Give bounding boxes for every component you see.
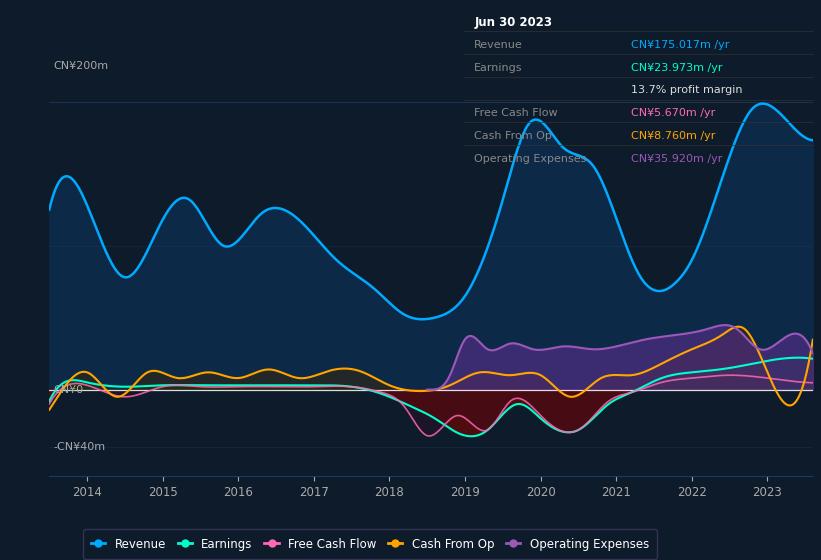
Text: Operating Expenses: Operating Expenses [475,154,587,164]
Text: Cash From Op: Cash From Op [475,131,553,141]
Text: CN¥200m: CN¥200m [53,61,108,71]
Text: CN¥35.920m /yr: CN¥35.920m /yr [631,154,722,164]
Text: CN¥8.760m /yr: CN¥8.760m /yr [631,131,716,141]
Text: Revenue: Revenue [475,40,523,50]
Text: CN¥175.017m /yr: CN¥175.017m /yr [631,40,730,50]
Text: CN¥0: CN¥0 [53,385,83,395]
Text: Jun 30 2023: Jun 30 2023 [475,16,553,29]
Text: CN¥23.973m /yr: CN¥23.973m /yr [631,63,722,73]
Text: Free Cash Flow: Free Cash Flow [475,108,558,118]
Legend: Revenue, Earnings, Free Cash Flow, Cash From Op, Operating Expenses: Revenue, Earnings, Free Cash Flow, Cash … [83,529,658,559]
Text: Earnings: Earnings [475,63,523,73]
Text: CN¥5.670m /yr: CN¥5.670m /yr [631,108,716,118]
Text: 13.7% profit margin: 13.7% profit margin [631,86,743,96]
Text: -CN¥40m: -CN¥40m [53,442,105,452]
